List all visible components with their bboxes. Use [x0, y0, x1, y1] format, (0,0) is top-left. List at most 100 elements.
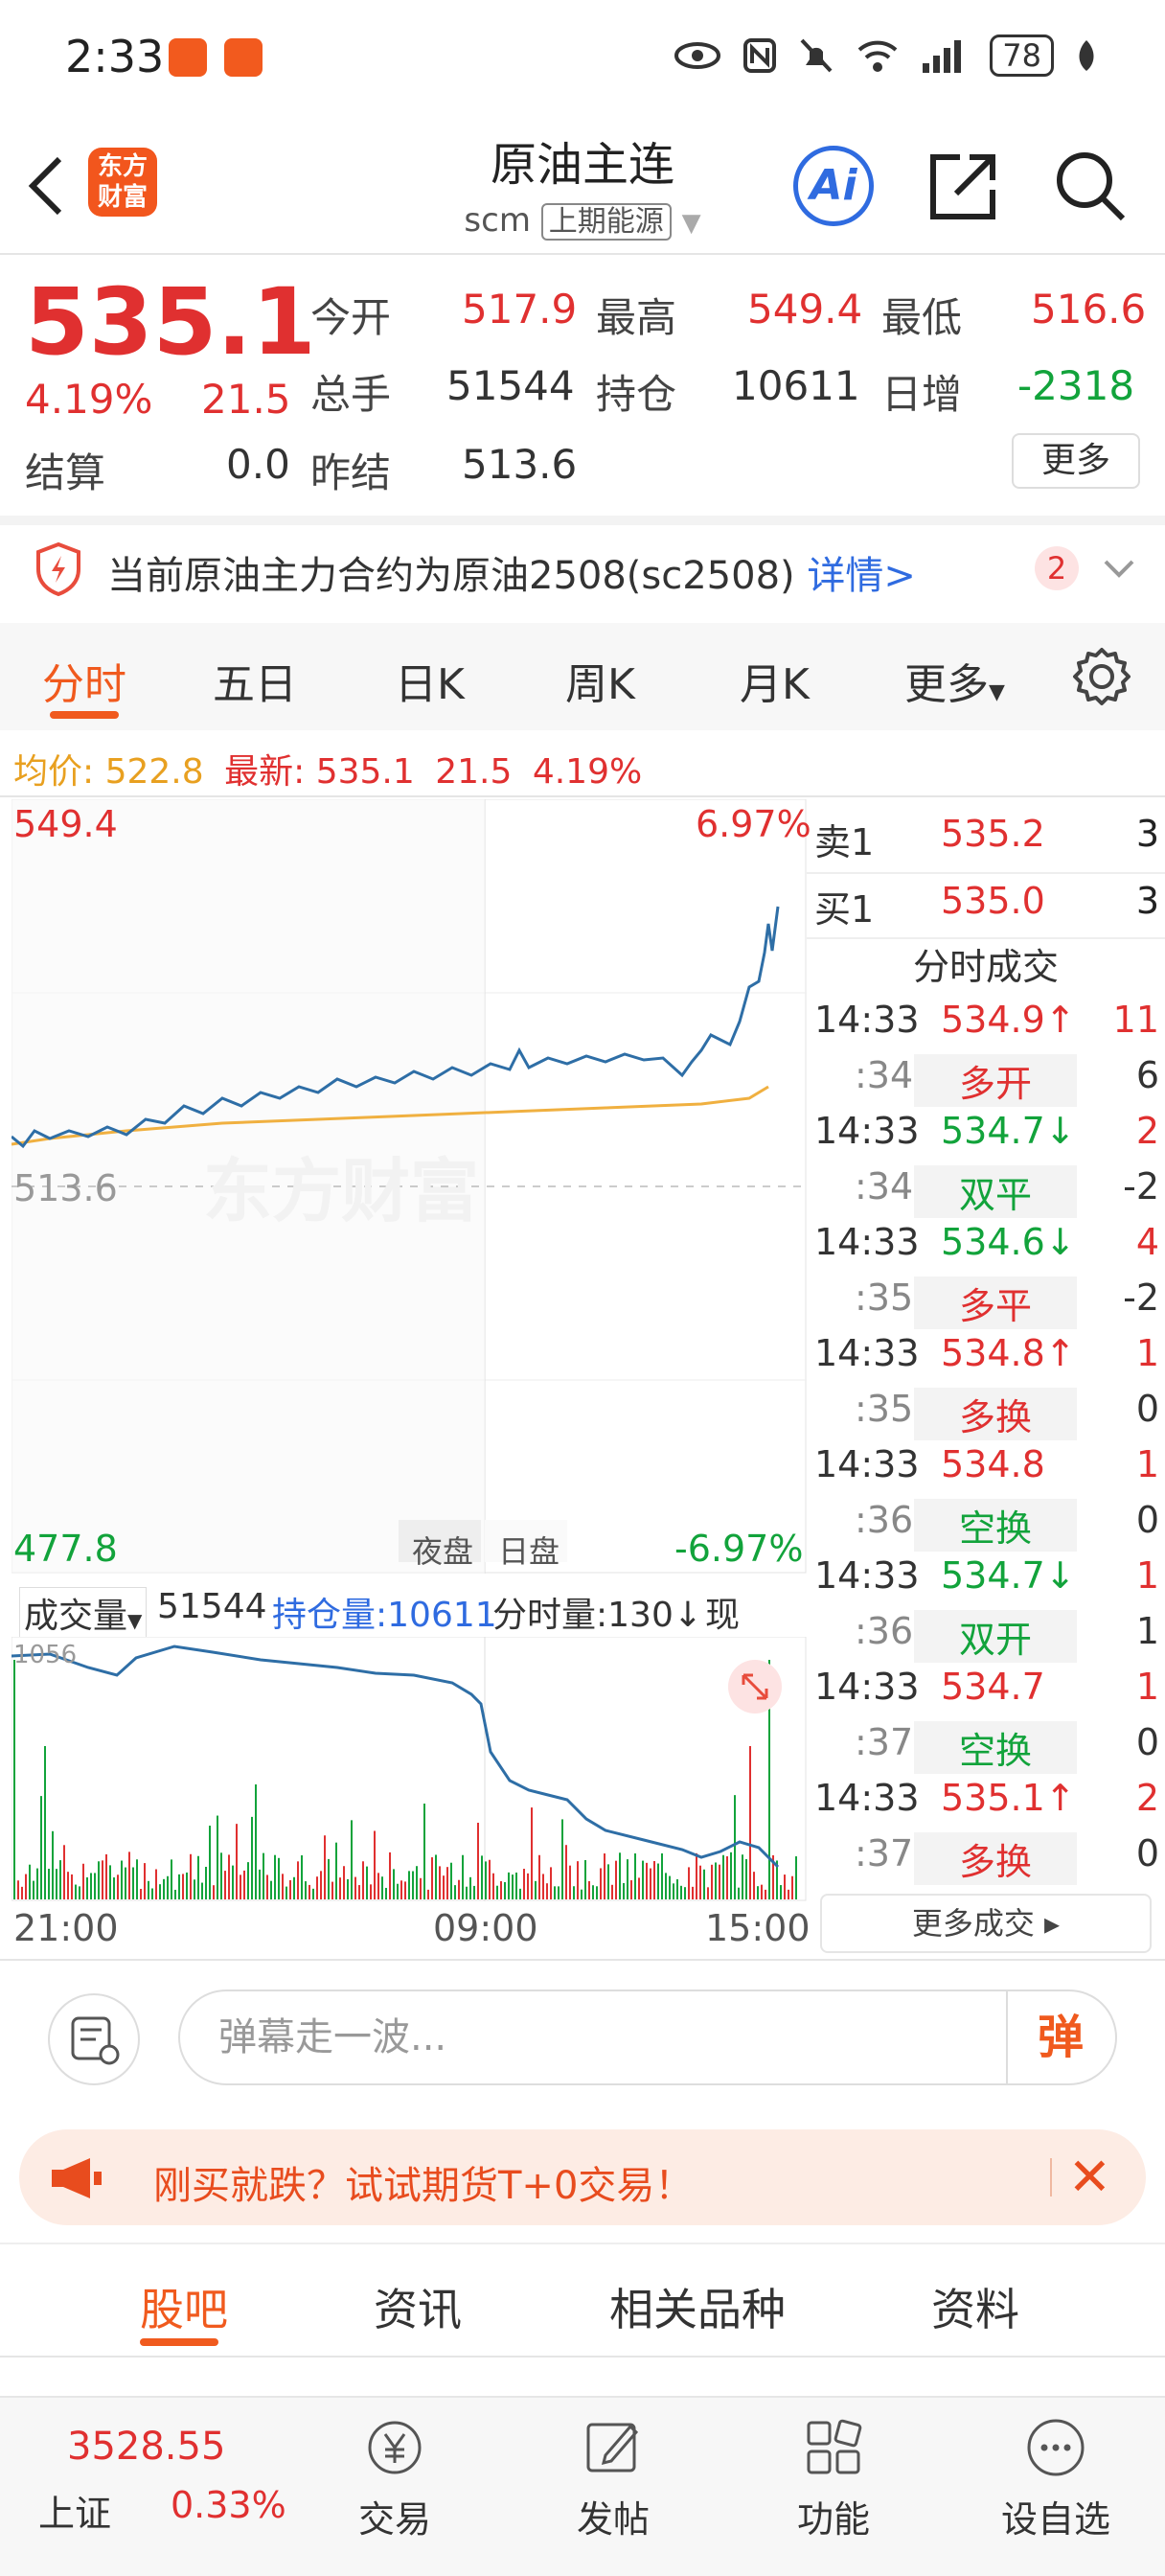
tab-more[interactable]: 更多▼	[904, 650, 1005, 711]
gear-icon[interactable]	[1071, 646, 1132, 707]
tab-intraday[interactable]: 分时	[42, 660, 126, 709]
volume-total: 51544	[157, 1587, 267, 1626]
danmu-send-button[interactable]: 弹	[1006, 1991, 1113, 2083]
volume-bar	[573, 1886, 575, 1899]
volume-bar	[504, 1881, 506, 1899]
nav-functions[interactable]: 功能	[757, 2415, 910, 2542]
tab-related[interactable]: 相关品种	[609, 2284, 786, 2335]
volume-bar	[29, 1864, 31, 1899]
deal-second: :34	[855, 1165, 914, 1208]
latest-pct: 4.19%	[532, 752, 643, 792]
volume-bar	[481, 1855, 483, 1899]
search-icon[interactable]	[1054, 148, 1127, 222]
deal-time: 14:33	[814, 1666, 920, 1708]
volume-bar	[458, 1879, 460, 1899]
back-arrow-icon[interactable]	[21, 153, 69, 218]
header-divider	[0, 253, 1165, 255]
deal-price: 534.8↑	[941, 1332, 1076, 1374]
nav-watchlist[interactable]: 设自选	[979, 2415, 1132, 2542]
tab-indicator	[50, 711, 119, 719]
notice-details-link[interactable]: 详情>	[807, 554, 916, 598]
contract-code: scm	[464, 201, 531, 240]
volume-bar	[33, 1880, 34, 1899]
volume-bar	[102, 1860, 103, 1899]
volume-indicator-select[interactable]: 成交量▼	[19, 1587, 148, 1639]
chevron-down-icon[interactable]	[1100, 556, 1138, 583]
bottom-nav: 3528.55 上证 0.33% 交易 发帖 功能	[0, 2396, 1165, 2576]
high-value: 549.4	[747, 286, 863, 333]
chart-top-price: 549.4	[13, 803, 118, 845]
latest-value: 535.1	[315, 752, 415, 792]
volume-bar	[13, 1660, 15, 1899]
deal-qty: 4	[1135, 1221, 1159, 1263]
volume-bar	[109, 1865, 111, 1899]
volume-bar	[113, 1877, 115, 1899]
chart-top-divider	[0, 795, 1165, 797]
night-session-label[interactable]: 夜盘	[412, 1533, 474, 1570]
tab-monthly-k[interactable]: 月K	[740, 660, 810, 709]
volume-bar	[542, 1874, 544, 1899]
nav-post[interactable]: 发帖	[537, 2415, 690, 2542]
volume-bar	[523, 1869, 525, 1899]
volume-bar	[584, 1860, 586, 1899]
volume-bar	[400, 1880, 402, 1899]
volume-bar	[105, 1853, 107, 1899]
volume-bar	[347, 1878, 349, 1899]
tab-forum[interactable]: 股吧	[140, 2284, 228, 2335]
danmu-toggle[interactable]	[48, 1993, 140, 2085]
volume-value: 51544	[446, 362, 575, 409]
deal-row: 14:33 534.7 1	[807, 1666, 1165, 1719]
day-session-label[interactable]: 日盘	[498, 1533, 560, 1570]
volume-label: 总手	[310, 371, 392, 418]
avg-price-legend: 均价: 522.8 最新: 535.1 21.5 4.19%	[13, 744, 642, 794]
intraday-price-chart[interactable]: 东方财富	[11, 799, 807, 1574]
nav-trade[interactable]: 交易	[318, 2415, 471, 2542]
danmu-input[interactable]: 弹幕走一波...	[178, 1990, 1117, 2085]
volume-bar	[726, 1856, 728, 1899]
x-axis-start: 21:00	[13, 1907, 119, 1949]
volume-bar	[266, 1874, 268, 1899]
more-deals-button[interactable]: 更多成交 ▸	[820, 1894, 1152, 1953]
volume-bar	[178, 1874, 180, 1899]
deal-oi-change: 0	[1135, 1499, 1159, 1541]
tab-daily-k[interactable]: 日K	[395, 660, 465, 709]
tab-news[interactable]: 资讯	[374, 2284, 462, 2335]
volume-bar	[745, 1859, 747, 1899]
share-icon[interactable]	[927, 148, 998, 222]
close-icon[interactable]: ✕	[1067, 2147, 1111, 2207]
volume-bar	[305, 1881, 307, 1899]
contract-subtitle[interactable]: scm 上期能源 ▼	[0, 197, 1165, 241]
volume-bar	[611, 1884, 613, 1899]
volume-chart[interactable]	[11, 1637, 807, 1901]
x-axis-end: 15:00	[705, 1907, 811, 1949]
deal-detail-row: :36 双开 1	[807, 1610, 1165, 1664]
volume-bar	[308, 1884, 310, 1899]
expand-icon[interactable]	[742, 1673, 768, 1700]
volume-bar	[393, 1869, 395, 1899]
volume-bar	[40, 1796, 42, 1899]
promo-text: 刚买就跌？试试期货T+0交易！	[153, 2164, 694, 2208]
oi-value: 10611	[732, 362, 860, 409]
oi-indicator: 持仓量:10611	[272, 1596, 497, 1635]
deal-qty: 2	[1135, 1110, 1159, 1152]
quote-more-button[interactable]: 更多	[1012, 433, 1140, 489]
night-session-chip	[399, 1520, 481, 1562]
deal-row: 14:33 534.8 1	[807, 1443, 1165, 1497]
ai-assistant-button[interactable]: Ai	[793, 146, 874, 226]
watermark: 东方财富	[203, 1151, 479, 1231]
volume-bar	[473, 1885, 475, 1899]
tab-five-day[interactable]: 五日	[213, 660, 297, 709]
volume-header: 成交量▼ 51544 持仓量:10611 分时量:130↓ 现量:2	[11, 1577, 807, 1685]
volume-bar	[711, 1864, 713, 1899]
promo-banner[interactable]: 刚买就跌？试试期货T+0交易！ ✕	[19, 2129, 1146, 2225]
tab-weekly-k[interactable]: 周K	[565, 660, 635, 709]
last-price: 535.1	[25, 268, 316, 376]
deal-type: 多换	[914, 1832, 1077, 1885]
volume-bar	[324, 1835, 326, 1899]
volume-bar	[48, 1868, 50, 1899]
main-contract-notice[interactable]: 当前原油主力合约为原油2508(sc2508) 详情>	[0, 518, 1165, 623]
volume-bar	[217, 1815, 218, 1899]
danmu-settings-icon	[71, 2016, 120, 2065]
volume-bar	[159, 1884, 161, 1899]
tab-profile[interactable]: 资料	[931, 2284, 1019, 2335]
